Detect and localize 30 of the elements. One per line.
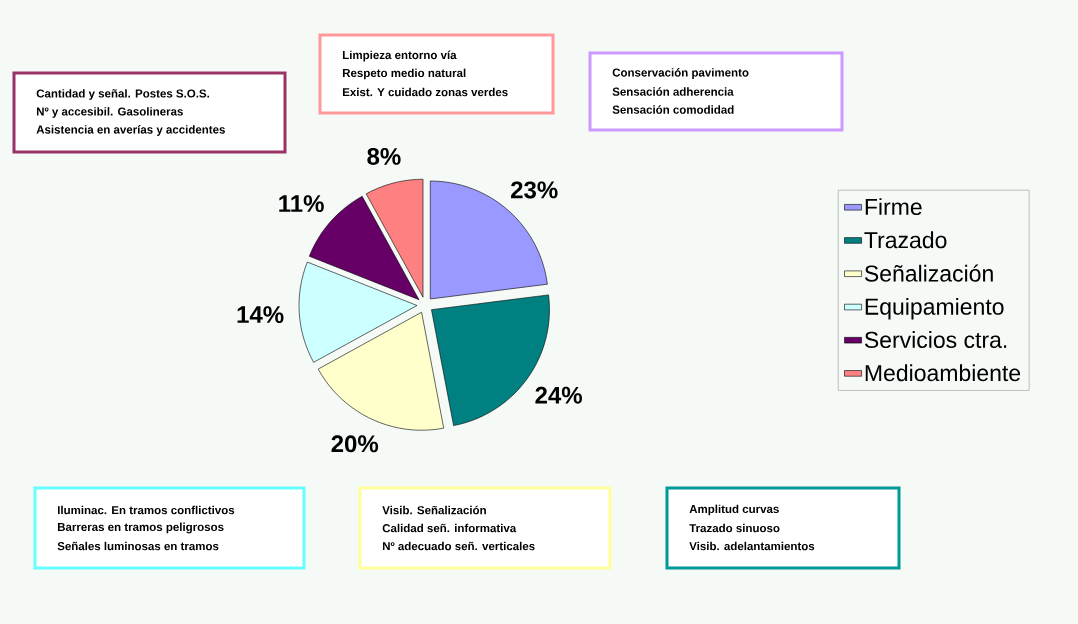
legend-label: Firme: [865, 198, 922, 216]
legend-label: Equipamiento: [865, 297, 1004, 320]
text: Iluminac. En tramos conflictivos: [57, 505, 235, 515]
legend-label: Servicios ctra.: [864, 331, 1007, 349]
text: Visib. Señalización: [382, 505, 486, 515]
text: Nº y accesibil. Gasolineras: [36, 107, 183, 118]
text: Exist. Y cuidado zonas verdes: [342, 87, 508, 97]
data-label: 14%: [237, 306, 284, 324]
data-label: 8%: [367, 147, 401, 165]
data-label: 20%: [331, 435, 379, 453]
text: Sensación comodidad: [612, 105, 734, 114]
text: Amplitud curvas: [689, 504, 779, 516]
text: Respeto medio natural: [342, 68, 466, 80]
legend-label: Medioambiente: [865, 364, 1021, 382]
text: Sensación adherencia: [612, 87, 734, 96]
text: Trazado sinuoso: [689, 523, 780, 533]
text: Asistencia en averías y accidentes: [36, 125, 225, 136]
data-label: 11%: [279, 195, 324, 213]
data-label: 24%: [535, 386, 582, 404]
text: Limpieza entorno vía: [342, 50, 457, 62]
text: Cantidad y señal. Postes S.O.S.: [36, 89, 210, 100]
text: Visib. adelantamientos: [689, 541, 815, 551]
text: Señales luminosas en tramos: [57, 541, 219, 551]
text: Barreras en tramos peligrosos: [57, 522, 224, 534]
legend-label: Trazado: [864, 231, 947, 249]
data-label: 23%: [511, 181, 558, 199]
text: Calidad señ. informativa: [382, 523, 517, 533]
legend-label: Señalización: [864, 264, 993, 282]
text: Conservación pavimento: [612, 68, 749, 79]
text: Nº adecuado señ. verticales: [382, 541, 535, 551]
